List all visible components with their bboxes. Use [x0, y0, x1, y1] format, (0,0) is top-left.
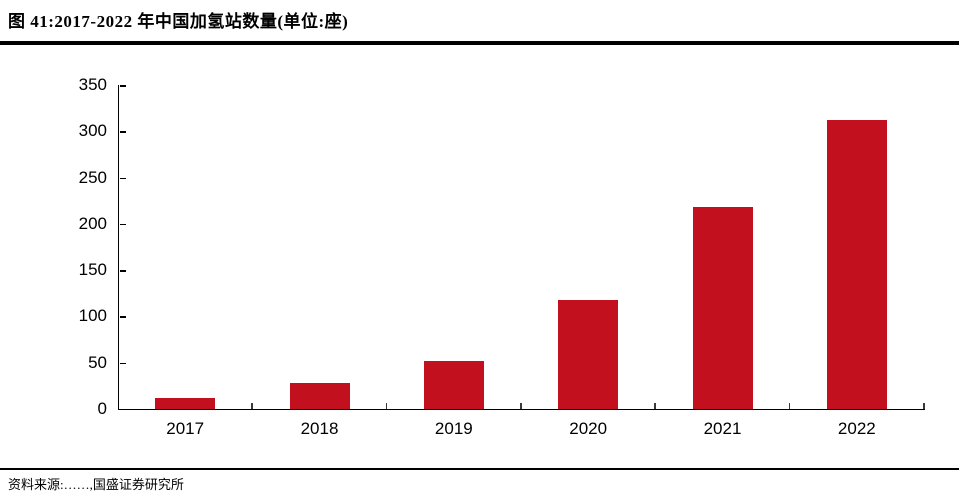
bar-2017: [155, 397, 216, 409]
source-note: 资料来源:……,国盛证券研究所: [8, 477, 184, 492]
y-tick-mark: [119, 270, 126, 272]
y-tick-label: 0: [97, 399, 107, 418]
y-tick-mark: [119, 316, 126, 318]
x-tick-label: 2019: [434, 419, 473, 438]
bar-2020: [558, 299, 619, 409]
y-tick-mark: [119, 362, 126, 365]
x-tick-mark: [520, 403, 522, 409]
bar-2019: [423, 360, 484, 409]
title-divider: [0, 41, 959, 45]
y-tick-mark: [119, 85, 126, 87]
y-tick-label: 250: [78, 167, 107, 187]
x-tick-mark: [654, 403, 656, 409]
y-tick-mark: [119, 177, 126, 180]
x-tick-mark: [923, 403, 925, 409]
x-tick-mark: [251, 403, 253, 409]
y-tick-label: 200: [78, 213, 107, 233]
x-tick-label: 2018: [300, 419, 339, 438]
figure-title: 图 41:2017-2022 年中国加氢站数量(单位:座): [8, 12, 349, 31]
y-tick-label: 50: [88, 352, 107, 372]
x-tick-mark: [385, 403, 388, 409]
bar-2021: [692, 207, 753, 409]
y-tick-mark: [119, 131, 126, 133]
x-tick-label: 2020: [569, 419, 608, 438]
plot-area: [118, 85, 925, 410]
x-tick-label: 2021: [703, 419, 742, 438]
y-tick-mark: [119, 223, 126, 226]
y-tick-label: 300: [78, 121, 107, 141]
x-tick-mark: [788, 403, 791, 409]
footer-divider: [0, 468, 959, 470]
bar-2022: [826, 120, 887, 409]
x-tick-label: 2017: [166, 419, 205, 438]
y-tick-label: 350: [78, 75, 107, 94]
bar-chart: 0 50 100 150 200 250 300 350 2017 2018 2019 2020 202…: [0, 50, 959, 450]
x-tick-label: 2022: [837, 419, 876, 438]
y-tick-label: 100: [78, 306, 107, 326]
bar-2018: [289, 383, 350, 409]
y-tick-label: 150: [78, 260, 107, 280]
